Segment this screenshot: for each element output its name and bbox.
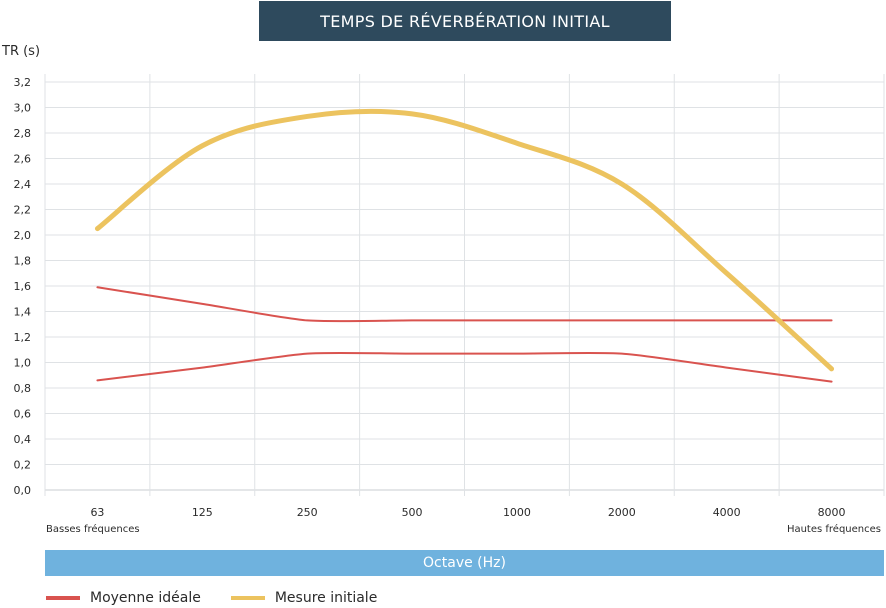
y-tick-label: 1,2 [14,331,32,344]
x-tick-label: 4000 [713,506,741,519]
y-tick-label: 3,2 [14,76,32,89]
y-tick-label: 2,2 [14,204,32,217]
chart-title: TEMPS DE RÉVERBÉRATION INITIAL [259,1,671,41]
legend-swatch-ideal [46,596,80,600]
y-tick-label: 1,4 [14,306,32,319]
y-tick-label: 0,6 [14,408,32,421]
series-line-lower [96,351,833,383]
y-tick-label: 0,8 [14,382,32,395]
y-tick-label: 0,0 [14,484,32,497]
y-tick-label: 3,0 [14,102,32,115]
legend-item-ideal: Moyenne idéale [46,590,201,606]
legend-item-measure: Mesure initiale [230,590,378,606]
y-tick-label: 2,8 [14,127,32,140]
x-tick-label: 2000 [608,506,636,519]
y-tick-label: 2,0 [14,229,32,242]
legend-label-measure: Mesure initiale [274,590,378,606]
x-tick-label: 500 [402,506,423,519]
y-tick-label: 1,0 [14,357,32,370]
y-axis-ticks: 0,0 0,2 0,4 0,6 0,8 1,0 1,2 1,4 1,6 1,8 2,0 2,2 2,4 2… [14,76,32,497]
x-axis-ticks: 63 125 250 500 1000 2000 4000 8000 [90,506,845,519]
y-tick-label: 0,2 [14,459,32,472]
low-frequency-annotation: Basses fréquences [46,524,140,535]
y-tick-label: 2,6 [14,153,32,166]
x-axis-label: Octave (Hz) [45,550,884,576]
legend: Moyenne idéale Mesure initiale [46,590,407,606]
high-frequency-annotation: Hautes fréquences [786,524,881,535]
x-tick-label: 63 [90,506,104,519]
x-tick-label: 125 [192,506,213,519]
legend-swatch-measure [230,596,265,600]
series-line-upper [96,286,833,323]
grid [44,74,885,496]
y-tick-label: 1,8 [14,255,32,268]
y-tick-label: 1,6 [14,280,32,293]
series-line-measure [94,108,835,372]
x-tick-label: 1000 [503,506,531,519]
x-tick-label: 8000 [818,506,846,519]
x-tick-label: 250 [297,506,318,519]
y-tick-label: 0,4 [14,433,32,446]
legend-label-ideal: Moyenne idéale [90,590,201,606]
y-axis-label: TR (s) [2,44,41,59]
y-tick-label: 2,4 [14,178,32,191]
series-lines [94,108,835,383]
